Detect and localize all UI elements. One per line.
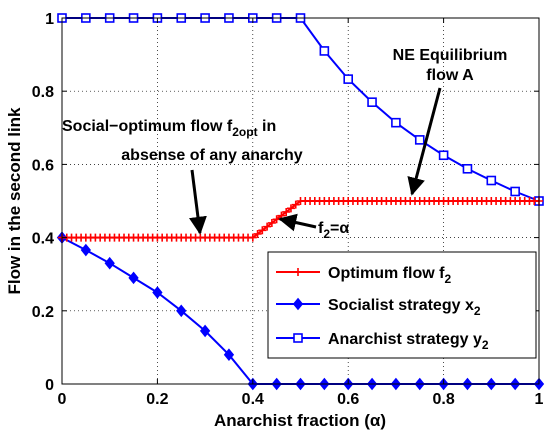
annotation-ne-line2: flow A bbox=[426, 67, 474, 84]
annotation-f2-alpha: f2=α bbox=[278, 213, 349, 241]
square-marker bbox=[343, 74, 354, 84]
square-marker bbox=[367, 97, 377, 107]
square-marker bbox=[510, 186, 520, 197]
square-marker bbox=[319, 46, 330, 56]
diamond-marker bbox=[104, 256, 115, 270]
diamond-marker bbox=[176, 304, 187, 318]
plus-marker bbox=[258, 226, 267, 235]
x-axis-label: Anarchist fraction (α) bbox=[214, 411, 386, 430]
y-tick-label: 0.4 bbox=[32, 231, 54, 248]
square-marker bbox=[486, 175, 497, 186]
annotation-ne-arrow bbox=[407, 87, 442, 196]
plot-frame bbox=[61, 17, 540, 385]
y-tick-label: 0.6 bbox=[32, 157, 54, 174]
legend-entry: Optimum flow f2 bbox=[276, 265, 451, 286]
legend-label-sub: 2 bbox=[444, 272, 451, 286]
x-tick-label: 0.4 bbox=[242, 391, 264, 408]
annotation-social-arrow bbox=[189, 169, 207, 235]
legend-label: Optimum flow f2 bbox=[328, 265, 451, 286]
annotation-social-line1: Social−optimum flow f2opt in bbox=[62, 118, 276, 139]
square-marker bbox=[438, 150, 449, 161]
annotation-social-tail: in bbox=[258, 118, 277, 135]
diamond-marker bbox=[80, 243, 91, 257]
axis-ticks: 0 0.2 0.4 0.6 0.8 1 0 0.2 0.4 0.6 0.8 1 bbox=[32, 11, 544, 408]
plus-marker bbox=[248, 233, 257, 242]
y-axis-label: Flow in the second link bbox=[5, 107, 24, 295]
annotation-social-main: Social−optimum flow f bbox=[62, 118, 233, 135]
y-tick-label: 1 bbox=[45, 11, 54, 28]
annotation-ne-equilibrium: NE Equilibrium flow A bbox=[393, 47, 508, 196]
diamond-marker bbox=[128, 271, 139, 285]
annotation-social-line2: absense of any anarchy bbox=[121, 147, 303, 164]
x-tick-label: 0.2 bbox=[146, 391, 168, 408]
legend-label-sub: 2 bbox=[482, 338, 489, 352]
y-tick-label: 0.8 bbox=[32, 84, 54, 101]
annotation-social-optimum: Social−optimum flow f2opt in absense of … bbox=[62, 118, 303, 235]
annotation-f2-arrow bbox=[278, 213, 317, 232]
series-square bbox=[57, 13, 544, 206]
plus-marker bbox=[253, 229, 262, 238]
annotation-f2-main: f bbox=[318, 220, 324, 237]
plus-marker bbox=[263, 222, 272, 231]
square-marker bbox=[462, 163, 473, 174]
legend-entry: Socialist strategy x2 bbox=[276, 297, 481, 318]
legend-label-sub: 2 bbox=[474, 304, 481, 318]
x-tick-label: 0.8 bbox=[432, 391, 454, 408]
square-marker bbox=[293, 333, 303, 343]
legend-label: Socialist strategy x2 bbox=[328, 297, 481, 318]
square-marker bbox=[414, 135, 425, 145]
series-plus bbox=[58, 197, 543, 242]
plus-marker bbox=[267, 218, 276, 227]
diamond-marker bbox=[292, 297, 304, 311]
diamond-marker bbox=[223, 348, 235, 362]
x-tick-label: 0 bbox=[58, 391, 67, 408]
legend-entry: Anarchist strategy y2 bbox=[276, 331, 489, 352]
annotation-f2-sub: 2 bbox=[323, 227, 330, 241]
series-line bbox=[62, 200, 539, 239]
diamond-marker bbox=[199, 324, 211, 338]
annotation-social-sub: 2opt bbox=[232, 125, 257, 139]
annotation-f2-tail: =α bbox=[330, 220, 349, 237]
diamond-marker bbox=[152, 286, 163, 299]
plus-marker bbox=[286, 204, 295, 213]
plus-marker bbox=[294, 268, 302, 276]
y-tick-label: 0 bbox=[45, 377, 54, 394]
x-tick-label: 0.6 bbox=[337, 391, 359, 408]
x-tick-label: 1 bbox=[535, 391, 544, 408]
annotation-f2-text: f2=α bbox=[318, 220, 349, 241]
y-tick-label: 0.2 bbox=[32, 304, 54, 321]
legend-label-main: Optimum flow f bbox=[328, 265, 445, 282]
plus-marker bbox=[291, 200, 300, 209]
square-marker bbox=[391, 117, 401, 128]
legend-label: Anarchist strategy y2 bbox=[328, 331, 489, 352]
legend-label-main: Socialist strategy x bbox=[328, 297, 474, 314]
legend-label-main: Anarchist strategy y bbox=[328, 331, 482, 348]
annotation-ne-line1: NE Equilibrium bbox=[393, 47, 508, 64]
